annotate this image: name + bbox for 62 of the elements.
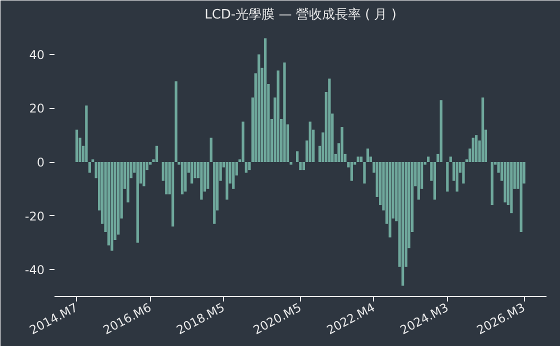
bar [356, 156, 360, 162]
bar [472, 138, 474, 162]
bar [490, 162, 494, 206]
bar [456, 162, 458, 192]
bar [520, 162, 522, 232]
bar [180, 162, 184, 194]
y-tick-label: 20 [29, 102, 45, 116]
bar [504, 162, 506, 202]
bar [85, 106, 88, 162]
bar [308, 122, 312, 162]
bar [155, 146, 158, 162]
bar [206, 162, 210, 189]
bar [276, 70, 280, 162]
bar [244, 162, 248, 173]
y-tick-label: 0 [36, 156, 45, 170]
bar [75, 130, 78, 162]
bar [302, 162, 306, 170]
bar [426, 156, 430, 162]
bar [290, 162, 292, 165]
bar [171, 162, 174, 227]
bar [165, 162, 168, 194]
y-tick-label: -20 [24, 209, 45, 224]
bar [110, 162, 114, 251]
bar [264, 38, 267, 162]
bar [440, 100, 442, 162]
bar [340, 127, 344, 162]
bar [213, 162, 216, 224]
bar [433, 162, 436, 200]
bar [88, 162, 91, 173]
bar [190, 162, 194, 184]
bar [200, 162, 203, 200]
bar [350, 162, 353, 181]
bar [242, 122, 244, 162]
y-tick-label: 40 [29, 48, 45, 62]
bar [210, 138, 212, 162]
bar [232, 162, 235, 189]
bar [417, 162, 420, 200]
bar [363, 162, 366, 184]
bar [226, 162, 228, 200]
bar [401, 162, 404, 286]
bar [174, 81, 178, 162]
bar [296, 151, 299, 162]
bar [462, 162, 465, 184]
bar [283, 62, 286, 162]
bar [474, 135, 478, 162]
bar [258, 54, 260, 162]
chart-title: LCD-光學膜 — 營收成長率 ( 月 ) [204, 6, 396, 22]
bar [366, 148, 370, 162]
bar [184, 162, 187, 192]
bar [126, 162, 130, 202]
bar [446, 162, 449, 192]
bar [388, 162, 392, 238]
bar [328, 78, 331, 162]
bar [360, 156, 363, 162]
bar [449, 156, 452, 162]
bar [299, 162, 302, 170]
bar [142, 162, 146, 186]
y-tick-label: -40 [24, 263, 45, 278]
bar [136, 162, 139, 243]
bar [248, 162, 251, 170]
bar [481, 97, 484, 162]
bar [510, 162, 513, 214]
